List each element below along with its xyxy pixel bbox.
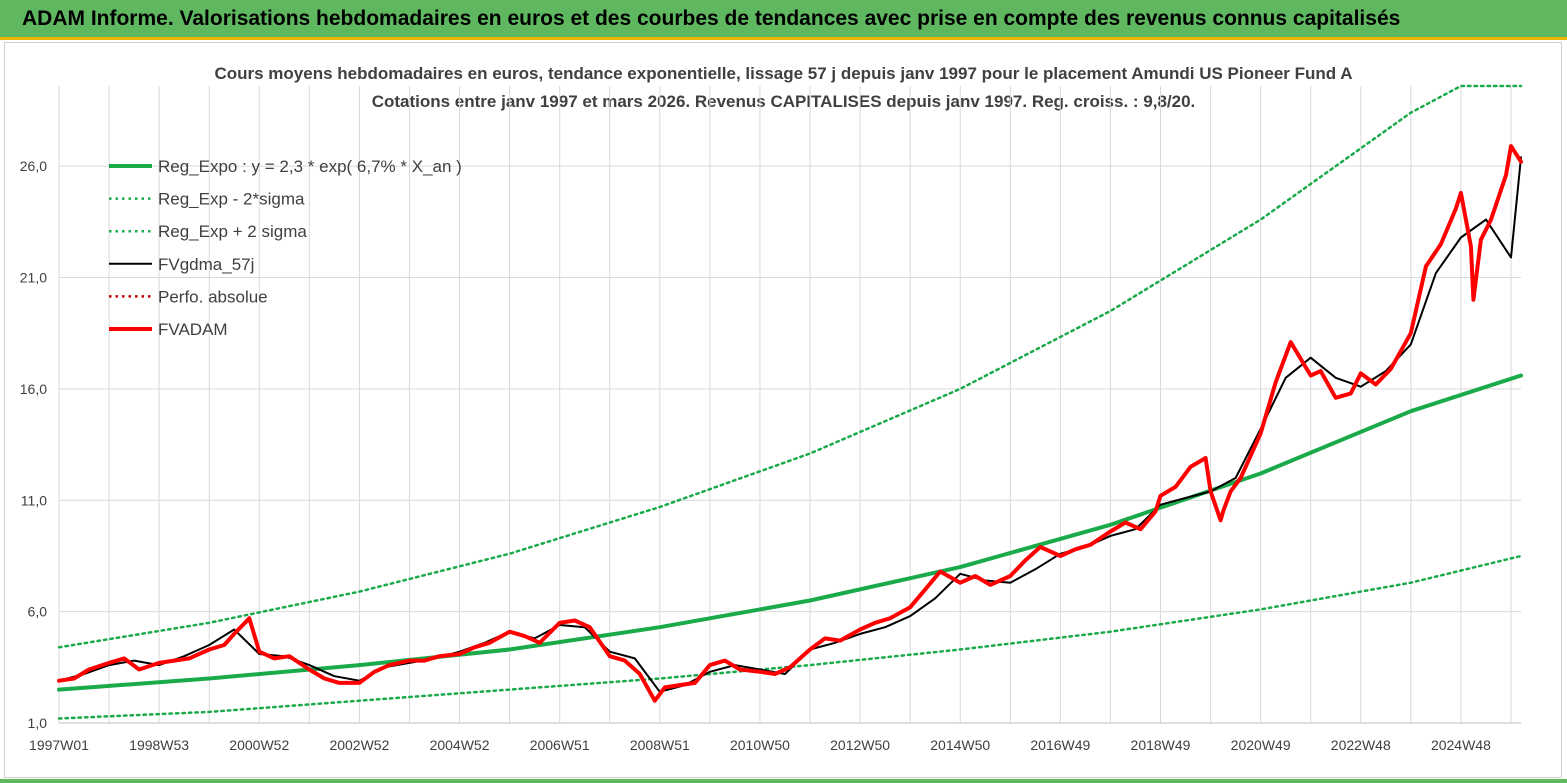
x-tick-label: 1997W01 [29, 737, 89, 753]
legend-label: FVgdma_57j [158, 255, 254, 274]
x-tick-label: 2022W48 [1331, 737, 1391, 753]
x-tick-label: 2002W52 [329, 737, 389, 753]
legend-label: Reg_Expo : y = 2,3 * exp( 6,7% * X_an ) [158, 157, 462, 176]
x-tick-label: 2000W52 [229, 737, 289, 753]
x-tick-label: 2018W49 [1131, 737, 1191, 753]
chart-frame [4, 42, 1562, 778]
report-title: ADAM Informe. Valorisations hebdomadaire… [22, 7, 1401, 30]
legend-label: Perfo. absolue [158, 287, 268, 306]
y-tick-label: 1,0 [28, 715, 48, 731]
legend-label: Reg_Exp + 2 sigma [158, 222, 307, 241]
x-tick-label: 2016W49 [1030, 737, 1090, 753]
x-tick-label: 2006W51 [530, 737, 590, 753]
x-tick-label: 1998W53 [129, 737, 189, 753]
x-tick-label: 2014W50 [930, 737, 990, 753]
x-tick-label: 2004W52 [430, 737, 490, 753]
legend: Reg_Expo : y = 2,3 * exp( 6,7% * X_an ) R… [109, 157, 462, 339]
x-tick-label: 2020W49 [1231, 737, 1291, 753]
x-tick-label: 2008W51 [630, 737, 690, 753]
chart-subtitle: Cotations entre janv 1997 et mars 2026. … [371, 92, 1196, 111]
series-line-2 [57, 84, 1523, 649]
legend-label: FVADAM [158, 320, 228, 339]
series-line-1 [57, 554, 1523, 720]
chart-title: Cours moyens hebdomadaires en euros, ten… [214, 64, 1353, 83]
y-tick-label: 21,0 [20, 270, 47, 286]
x-tick-label: 2010W50 [730, 737, 790, 753]
x-tick-label: 2024W48 [1431, 737, 1491, 753]
report-header: ADAM Informe. Valorisations hebdomadaire… [0, 0, 1567, 40]
axis-layer: 1,0 6,0 11,0 16,0 21,0 26,0 1997W01 1998W53 2000… [20, 158, 1521, 753]
legend-label: Reg_Exp - 2*sigma [158, 190, 305, 209]
series-line-0 [57, 373, 1523, 692]
y-tick-label: 16,0 [20, 381, 47, 397]
x-tick-label: 2012W50 [830, 737, 890, 753]
bottom-strip [0, 779, 1567, 783]
series-line-5 [57, 144, 1523, 703]
y-tick-label: 11,0 [21, 492, 47, 508]
grid-layer [58, 86, 1521, 724]
y-tick-label: 6,0 [28, 604, 48, 620]
y-tick-label: 26,0 [20, 158, 47, 174]
series-layer [57, 84, 1523, 720]
